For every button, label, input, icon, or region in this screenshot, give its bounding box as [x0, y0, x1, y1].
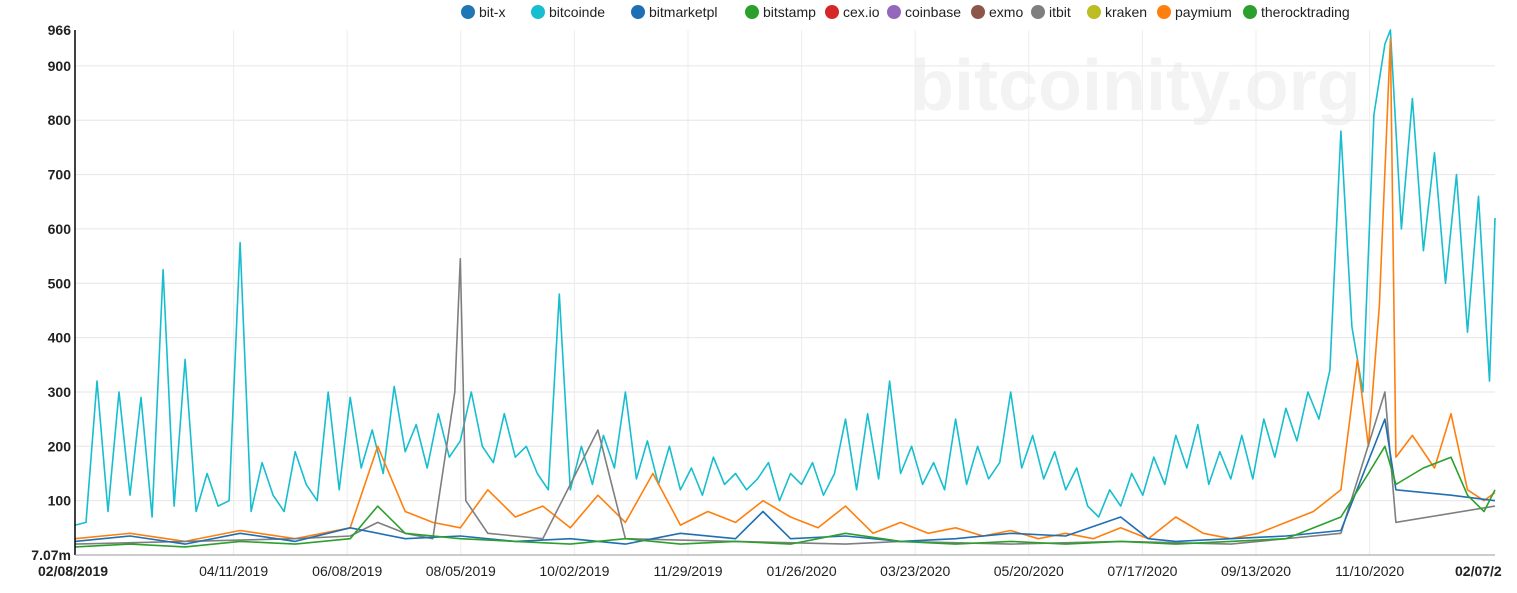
x-end-label: 02/07/2 — [1455, 563, 1502, 579]
x-tick-label: 01/26/2020 — [767, 563, 837, 579]
legend-swatch-paymium — [1157, 5, 1171, 19]
series-line-therocktrading — [74, 445, 1496, 548]
x-start-label: 02/08/2019 — [38, 563, 108, 579]
y-max-label: 966 — [48, 22, 72, 38]
y-tick-label: 900 — [48, 58, 72, 74]
y-tick-label: 500 — [48, 275, 72, 291]
x-tick-label: 05/20/2020 — [994, 563, 1064, 579]
legend-label-coinbase[interactable]: coinbase — [905, 4, 961, 20]
y-axis-ticks: 966 7.07m 900 800 700 600 500 400 300 200 100 — [31, 22, 71, 563]
legend-swatch-itbit — [1031, 5, 1045, 19]
legend-swatch-cex.io — [825, 5, 839, 19]
x-tick-label: 11/10/2020 — [1335, 563, 1404, 579]
legend-label-exmo[interactable]: exmo — [989, 4, 1023, 20]
legend: bit-x bitcoinde bitmarketpl bitstamp cex.io c… — [461, 4, 1350, 20]
legend-swatch-therocktrading — [1243, 5, 1257, 19]
y-tick-label: 200 — [48, 438, 72, 454]
legend-label-therocktrading[interactable]: therocktrading — [1261, 4, 1350, 20]
legend-swatch-bitcoinde — [531, 5, 545, 19]
legend-label-kraken[interactable]: kraken — [1105, 4, 1147, 20]
y-tick-label: 400 — [48, 330, 72, 346]
series-line-bitcoinde — [74, 29, 1496, 526]
x-tick-label: 09/13/2020 — [1221, 563, 1291, 579]
series-line-itbit — [74, 257, 1496, 545]
x-tick-label: 06/08/2019 — [312, 563, 382, 579]
x-tick-label: 07/17/2020 — [1107, 563, 1177, 579]
legend-swatch-bitmarketpl — [631, 5, 645, 19]
x-tick-label: 10/02/2019 — [539, 563, 609, 579]
legend-swatch-bitstamp — [745, 5, 759, 19]
series-line-bitmarketpl — [74, 418, 1496, 545]
x-tick-label: 11/29/2019 — [653, 563, 722, 579]
x-tick-label: 08/05/2019 — [426, 563, 496, 579]
legend-label-bitstamp[interactable]: bitstamp — [763, 4, 816, 20]
x-axis-ticks: 02/08/2019 02/07/2 04/11/2019 06/08/2019 0… — [38, 563, 1502, 579]
x-tick-label: 03/23/2020 — [880, 563, 950, 579]
legend-label-bitcoinde[interactable]: bitcoinde — [549, 4, 605, 20]
legend-swatch-kraken — [1087, 5, 1101, 19]
series-line-paymium — [74, 37, 1496, 543]
legend-swatch-bit-x — [461, 5, 475, 19]
watermark: bitcoinity.org — [910, 46, 1361, 126]
legend-label-bitmarketpl[interactable]: bitmarketpl — [649, 4, 717, 20]
legend-label-paymium[interactable]: paymium — [1175, 4, 1232, 20]
y-tick-label: 800 — [48, 112, 72, 128]
legend-label-itbit[interactable]: itbit — [1049, 4, 1071, 20]
y-tick-label: 100 — [48, 493, 72, 509]
y-tick-label: 700 — [48, 167, 72, 183]
legend-swatch-coinbase — [887, 5, 901, 19]
legend-label-cex.io[interactable]: cex.io — [843, 4, 880, 20]
legend-label-bit-x[interactable]: bit-x — [479, 4, 505, 20]
y-min-label: 7.07m — [31, 547, 71, 563]
grid — [75, 30, 1495, 555]
y-tick-label: 300 — [48, 384, 72, 400]
y-tick-label: 600 — [48, 221, 72, 237]
x-tick-label: 04/11/2019 — [199, 563, 268, 579]
legend-swatch-exmo — [971, 5, 985, 19]
series-layer — [74, 29, 1496, 548]
